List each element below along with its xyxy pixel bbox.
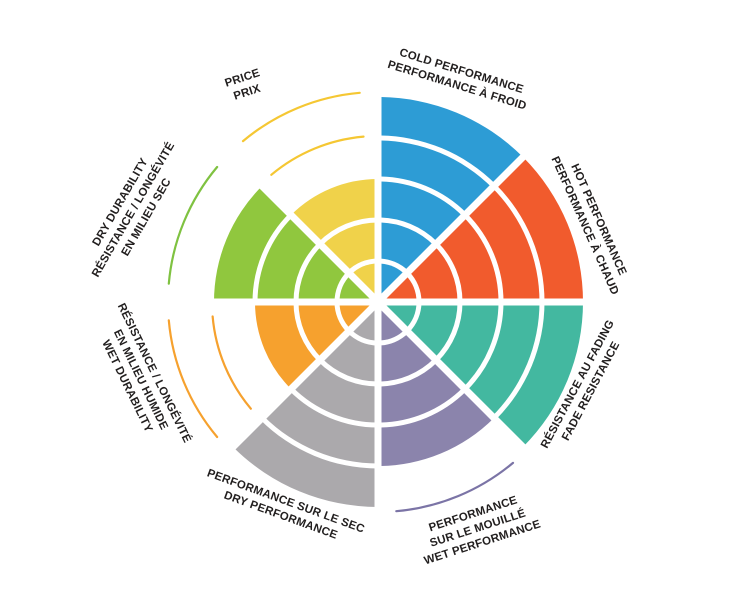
sector-divider	[375, 299, 537, 461]
sector-divider	[375, 143, 537, 305]
wedge-band-cold-performance-3	[378, 181, 464, 243]
sector-divider	[219, 143, 381, 305]
wedge-band-fade-resistance-4	[466, 302, 540, 417]
max-scale-arc-price-ring4	[270, 135, 365, 176]
wedge-band-hot-performance-3	[437, 216, 499, 302]
max-scale-arc-dry-durability-ring5	[167, 165, 219, 285]
wedge-band-dry-performance-3	[292, 361, 378, 423]
max-scale-arc-wet-durability-ring4	[211, 315, 252, 410]
sector-divider	[219, 299, 381, 461]
wedge-band-cold-performance-4	[378, 140, 493, 214]
wedge-band-wet-durability-3	[255, 302, 319, 389]
wedge-band-dry-performance-4	[263, 390, 378, 464]
wedge-band-fade-resistance-3	[437, 302, 499, 388]
max-scale-arc-price-ring5	[241, 91, 361, 143]
max-scale-arc-wet-performance-ring5	[395, 461, 515, 513]
wedge-band-dry-durability-4	[214, 186, 290, 302]
wedge-band-hot-performance-4	[466, 187, 540, 302]
max-scale-arc-wet-durability-ring5	[167, 319, 219, 439]
wedge-band-wet-performance-3	[378, 361, 464, 423]
wedge-band-cold-performance-5	[378, 97, 523, 185]
wedge-band-dry-performance-5	[233, 419, 378, 507]
wedge-band-hot-performance-5	[495, 157, 584, 302]
wedge-band-fade-resistance-5	[495, 302, 583, 447]
wedge-band-wet-performance-4	[378, 390, 494, 466]
wedge-band-price-3	[291, 179, 378, 243]
wedge-band-dry-durability-3	[257, 216, 319, 302]
